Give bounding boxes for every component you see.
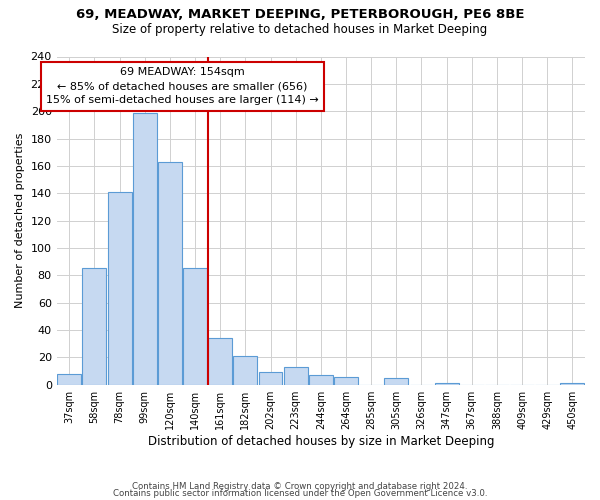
Bar	[57, 374, 81, 384]
Text: 69, MEADWAY, MARKET DEEPING, PETERBOROUGH, PE6 8BE: 69, MEADWAY, MARKET DEEPING, PETERBOROUG…	[76, 8, 524, 20]
Y-axis label: Number of detached properties: Number of detached properties	[15, 133, 25, 308]
Bar	[385, 378, 408, 384]
Bar	[208, 338, 232, 384]
Bar	[233, 356, 257, 384]
Bar	[82, 268, 106, 384]
Bar	[259, 372, 283, 384]
Bar	[334, 376, 358, 384]
Text: Contains HM Land Registry data © Crown copyright and database right 2024.: Contains HM Land Registry data © Crown c…	[132, 482, 468, 491]
Text: 69 MEADWAY: 154sqm
← 85% of detached houses are smaller (656)
15% of semi-detach: 69 MEADWAY: 154sqm ← 85% of detached hou…	[46, 68, 319, 106]
Bar	[183, 268, 207, 384]
Text: Contains public sector information licensed under the Open Government Licence v3: Contains public sector information licen…	[113, 490, 487, 498]
Bar	[284, 367, 308, 384]
X-axis label: Distribution of detached houses by size in Market Deeping: Distribution of detached houses by size …	[148, 434, 494, 448]
Text: Size of property relative to detached houses in Market Deeping: Size of property relative to detached ho…	[112, 22, 488, 36]
Bar	[133, 112, 157, 384]
Bar	[107, 192, 131, 384]
Bar	[158, 162, 182, 384]
Bar	[309, 375, 333, 384]
